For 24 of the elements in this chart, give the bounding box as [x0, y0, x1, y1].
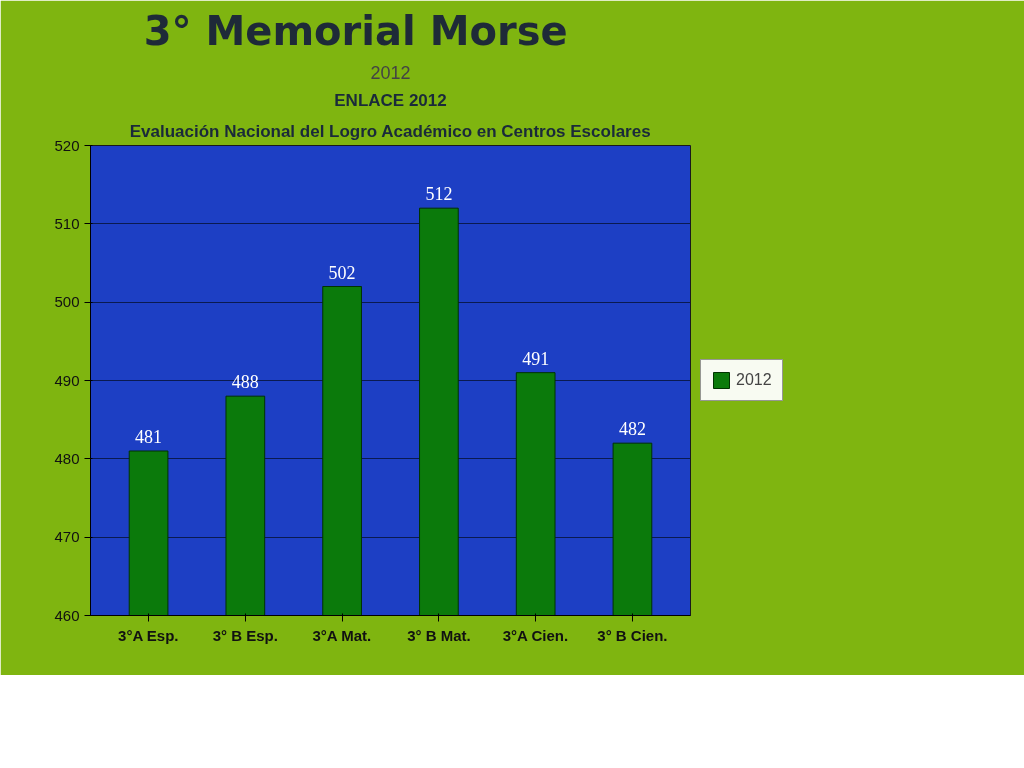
x-tick-label: 3° B Cien.	[597, 626, 668, 644]
y-tick-label: 480	[54, 449, 80, 467]
data-label: 481	[135, 427, 163, 447]
legend-label: 2012	[736, 371, 772, 389]
text: ENLACE 2012	[334, 90, 447, 110]
data-label: 482	[618, 419, 646, 440]
x-tick-label: 3°A Esp.	[118, 626, 179, 644]
y-tick-label: 510	[54, 214, 80, 232]
x-tick-label: 3°A Cien.	[502, 626, 569, 644]
x-tick-label: 3°A Mat.	[312, 626, 372, 644]
chart-title: 3° Memorial Morse	[143, 7, 568, 54]
data-label: 491	[522, 348, 550, 369]
y-tick-label: 470	[54, 528, 80, 546]
data-label: 502	[328, 262, 356, 283]
y-tick-label: 460	[54, 606, 80, 624]
y-tick-label: 500	[54, 293, 80, 311]
text: Evaluación Nacional del Logro Académico en Centros Escolares	[129, 121, 651, 141]
data-label: 488	[231, 372, 259, 393]
chart-subtitle: 2012	[370, 62, 411, 83]
y-tick-label: 520	[54, 136, 80, 154]
y-tick-label: 490	[54, 371, 80, 389]
data-label: 512	[425, 184, 453, 205]
x-tick-label: 3° B Esp.	[212, 626, 278, 644]
x-tick-label: 3° B Mat.	[407, 626, 471, 644]
